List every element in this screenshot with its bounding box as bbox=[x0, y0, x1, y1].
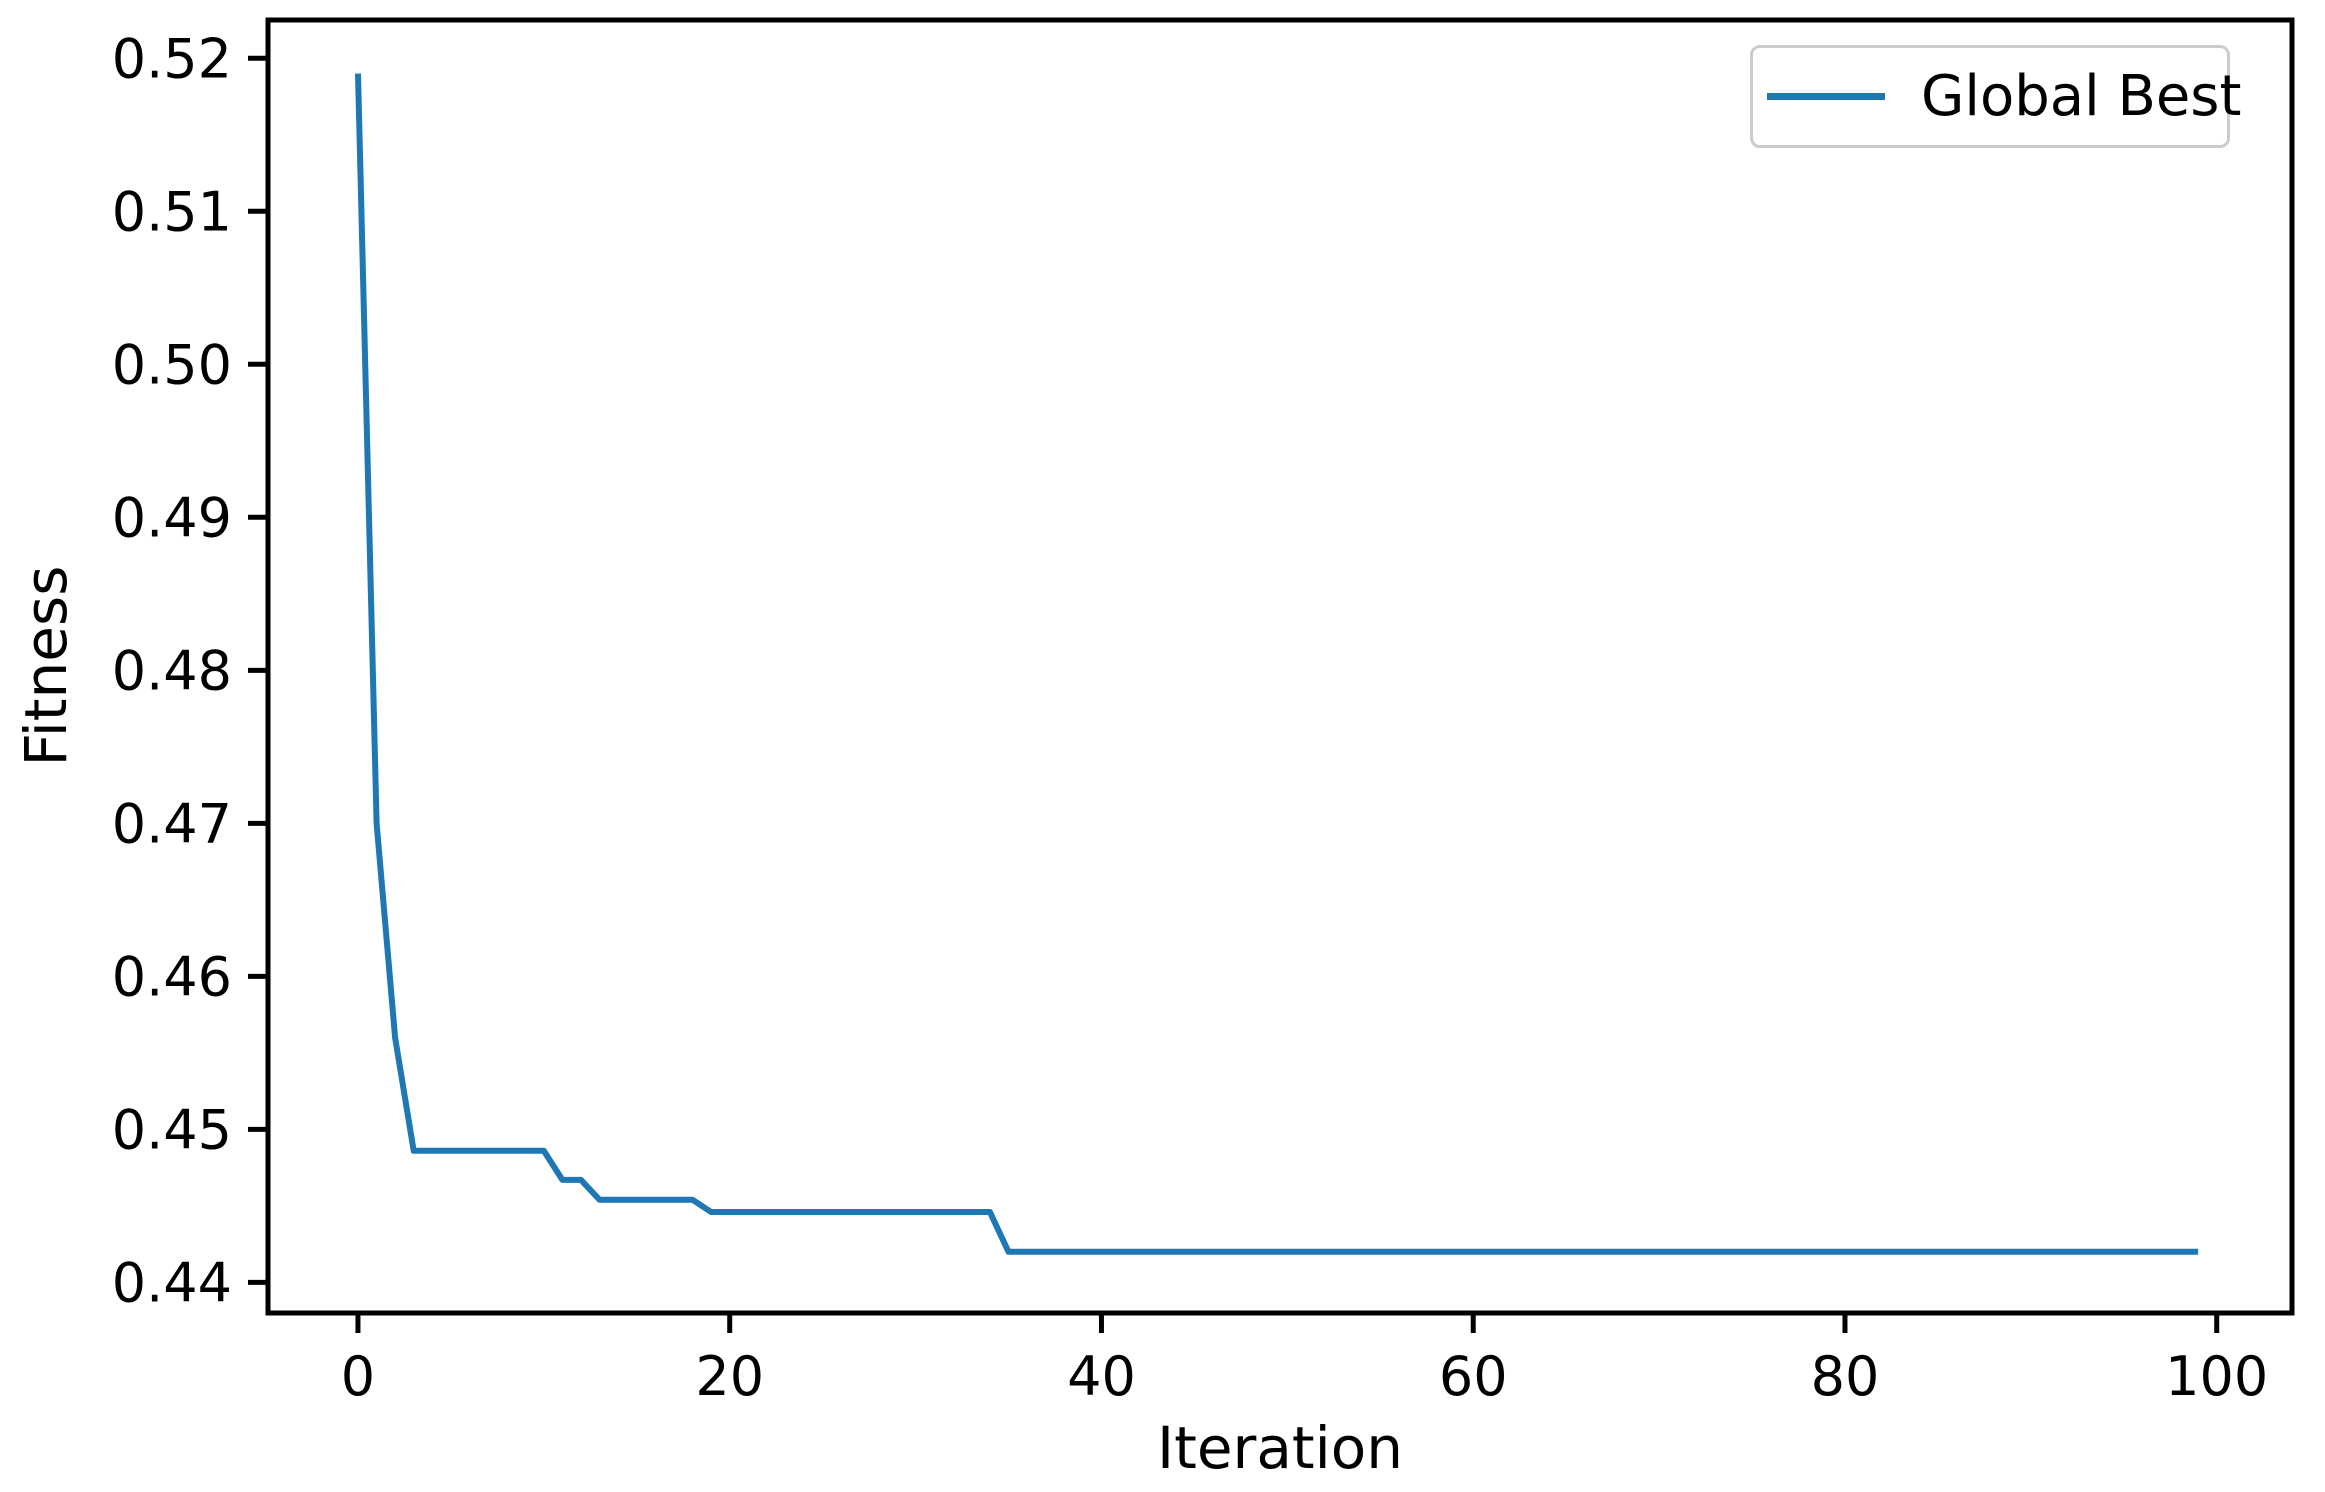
legend-label: Global Best bbox=[1921, 64, 2242, 129]
y-tick-label: 0.44 bbox=[112, 1251, 232, 1314]
legend-line-sample bbox=[1767, 93, 1885, 100]
x-tick-label: 40 bbox=[1067, 1345, 1136, 1408]
y-tick-label: 0.50 bbox=[112, 333, 232, 396]
x-tick-label: 100 bbox=[2165, 1345, 2268, 1408]
y-axis-label: Fitness bbox=[12, 565, 80, 767]
y-tick-label: 0.52 bbox=[112, 27, 232, 90]
y-tick-label: 0.48 bbox=[112, 639, 232, 702]
y-tick-label: 0.51 bbox=[112, 180, 232, 243]
y-tick-label: 0.46 bbox=[112, 945, 232, 1008]
x-tick-label: 60 bbox=[1439, 1345, 1508, 1408]
x-tick-label: 20 bbox=[695, 1345, 764, 1408]
y-tick-label: 0.47 bbox=[112, 792, 232, 855]
x-axis-label: Iteration bbox=[1156, 1414, 1404, 1482]
x-tick-label: 80 bbox=[1811, 1345, 1880, 1408]
y-tick-label: 0.45 bbox=[112, 1098, 232, 1161]
plot-border bbox=[265, 17, 2295, 1316]
legend: Global Best bbox=[1750, 45, 2241, 148]
y-tick-label: 0.49 bbox=[112, 486, 232, 549]
x-tick-label: 0 bbox=[341, 1345, 375, 1408]
series-line-global-best bbox=[355, 73, 2199, 1255]
